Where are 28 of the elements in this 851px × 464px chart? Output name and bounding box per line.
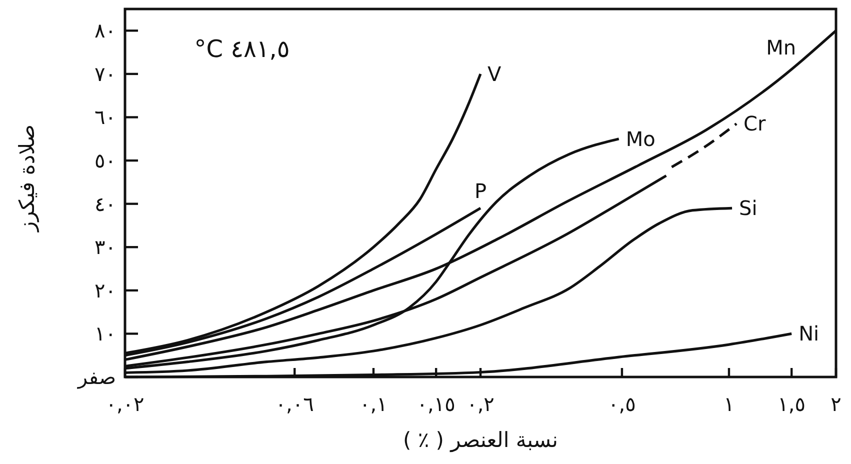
y-tick-label: ٨٠ xyxy=(94,18,116,43)
x-tick-label: ٠,١٥ xyxy=(416,392,456,416)
x-tick-label: ١ xyxy=(724,392,734,416)
y-tick-label: ٤٠ xyxy=(94,192,116,216)
x-axis-title: نسبة العنصر ( ٪ ) xyxy=(402,428,558,453)
y-tick-label: ٥٠ xyxy=(94,148,116,173)
x-tick-label: ٠,٥ xyxy=(608,392,636,416)
y-tick-label: ٢٠ xyxy=(94,278,116,302)
y-tick-label: ٣٠ xyxy=(94,235,116,260)
y-tick-label: ١٠ xyxy=(94,322,116,346)
series-label: V xyxy=(488,62,502,86)
x-tick-label: ٠,٢ xyxy=(466,392,494,416)
y-tick-label: ٧٠ xyxy=(94,62,116,86)
y-tick-label: صفر xyxy=(76,365,116,389)
series-label: Cr xyxy=(744,112,766,136)
x-tick-label: ٠,٠٢ xyxy=(106,392,144,416)
series-label: P xyxy=(474,179,487,204)
x-tick-label: ٠,٠٦ xyxy=(275,392,314,416)
x-tick-label: ١,٥ xyxy=(778,392,806,416)
series-label: Si xyxy=(739,196,758,220)
x-tick-label: ٢ xyxy=(830,392,842,416)
y-axis-title: صلادة فيكرز xyxy=(15,124,40,233)
series-label: Ni xyxy=(798,322,820,346)
series-label: Mn xyxy=(766,36,796,60)
y-tick-label: ٦٠ xyxy=(94,105,116,130)
series-label: Mo xyxy=(626,126,656,151)
annotations: °C ٤٨١,٥ xyxy=(194,35,290,63)
x-tick-label: ٠,١ xyxy=(360,392,388,416)
